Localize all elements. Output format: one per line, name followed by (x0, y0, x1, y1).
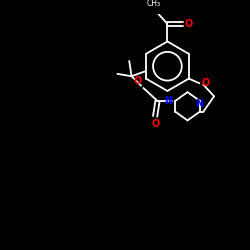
Text: N: N (195, 99, 203, 109)
Text: O: O (184, 19, 193, 29)
Text: O: O (202, 78, 210, 88)
Text: O: O (133, 76, 141, 86)
Text: O: O (151, 119, 159, 129)
Text: N: N (164, 96, 172, 106)
Text: CH₃: CH₃ (146, 0, 160, 8)
